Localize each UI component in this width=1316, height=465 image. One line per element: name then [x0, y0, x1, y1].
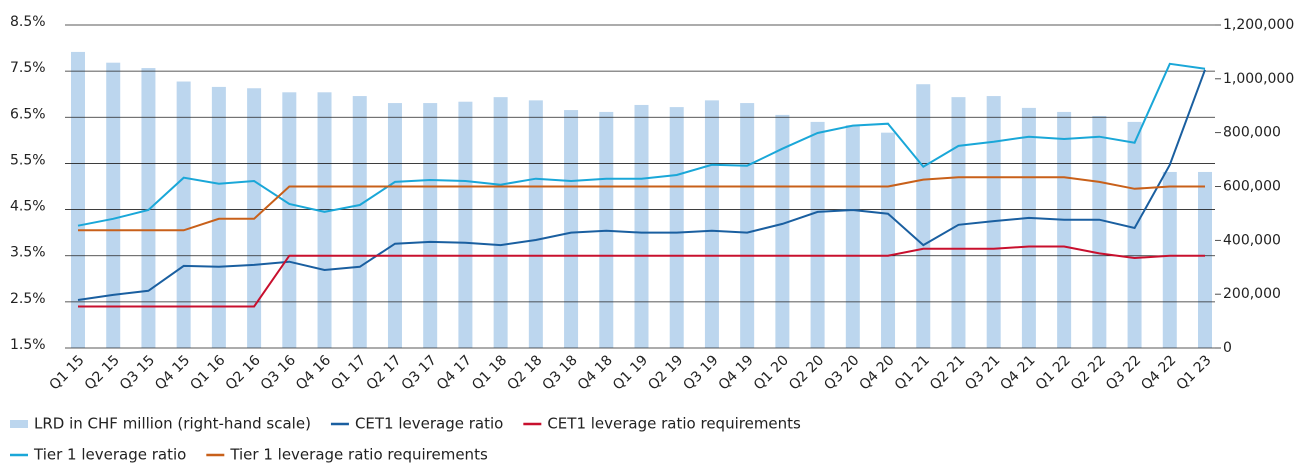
- x-tick-label: Q3 22: [1103, 352, 1144, 393]
- x-tick-label: Q1 19: [610, 352, 651, 393]
- y-tick-label: 6.5%: [10, 106, 46, 122]
- x-tick-label: Q4 21: [997, 352, 1038, 393]
- legend-label: LRD in CHF million (right-hand scale): [34, 415, 311, 433]
- bar: [951, 97, 966, 349]
- bar: [71, 51, 85, 349]
- bar: [387, 103, 402, 348]
- bar: [493, 97, 508, 349]
- x-tick-label: Q2 22: [1068, 352, 1109, 393]
- series-line: [78, 176, 1205, 232]
- bar: [916, 84, 931, 348]
- bar: [317, 92, 332, 349]
- bar: [1127, 121, 1142, 349]
- x-tick-label: Q2 18: [504, 352, 545, 393]
- x-tick-label: Q3 19: [680, 352, 721, 393]
- x-tick-label: Q3 16: [258, 352, 299, 393]
- bar: [740, 103, 755, 348]
- x-tick-label: Q2 20: [786, 352, 827, 393]
- series-line: [77, 62, 1206, 227]
- bar: [106, 62, 121, 348]
- x-tick-label: Q2 19: [645, 352, 686, 393]
- bar: [775, 114, 790, 348]
- x-tick-label: Q1 16: [187, 352, 228, 393]
- bar: [176, 81, 191, 349]
- series-line: [78, 245, 1205, 308]
- x-tick-label: Q4 22: [1138, 352, 1179, 393]
- bar: [458, 101, 473, 349]
- x-tick-label: Q4 16: [293, 352, 334, 393]
- bar: [1162, 171, 1177, 348]
- bar: [634, 104, 649, 348]
- y2-tick-label: 1,200,000: [1223, 17, 1294, 33]
- y-tick-label: 7.5%: [10, 60, 46, 76]
- y2-tick-label: 200,000: [1223, 286, 1281, 302]
- x-tick-label: Q1 20: [751, 352, 792, 393]
- x-tick-label: Q1 15: [47, 352, 88, 393]
- y2-tick-label: 1,000,000: [1223, 71, 1294, 87]
- bar: [669, 107, 684, 349]
- x-tick-label: Q3 20: [821, 352, 862, 393]
- x-tick-label: Q3 21: [962, 352, 1003, 393]
- bar: [845, 125, 860, 348]
- bar: [282, 92, 297, 349]
- bar: [211, 86, 226, 349]
- bar: [1198, 171, 1212, 348]
- legend-label: CET1 leverage ratio requirements: [547, 415, 801, 433]
- x-tick-label: Q4 15: [152, 352, 193, 393]
- y-tick-label: 2.5%: [10, 291, 46, 307]
- bar: [141, 68, 156, 349]
- x-tick-label: Q2 17: [363, 352, 404, 393]
- x-tick-label: Q1 18: [469, 352, 510, 393]
- legend-label: Tier 1 leverage ratio: [33, 446, 186, 464]
- x-tick-label: Q1 22: [1033, 352, 1074, 393]
- x-tick-label: Q4 18: [575, 352, 616, 393]
- series-line: [77, 69, 1206, 301]
- x-tick-label: Q3 15: [117, 352, 158, 393]
- x-tick-label: Q2 15: [82, 352, 123, 393]
- y-tick-label: 8.5%: [10, 14, 46, 30]
- x-tick-label: Q4 17: [434, 352, 475, 393]
- y-tick-label: 4.5%: [10, 199, 46, 215]
- x-tick-label: Q3 18: [540, 352, 581, 393]
- y2-tick-label: 0: [1223, 340, 1232, 356]
- bar: [352, 96, 367, 348]
- x-tick-label: Q1 23: [1174, 352, 1215, 393]
- lines: [77, 62, 1206, 308]
- bar: [564, 110, 579, 348]
- bars: [71, 51, 1212, 349]
- legend: LRD in CHF million (right-hand scale) CET…: [10, 415, 801, 464]
- bar: [704, 100, 719, 348]
- x-tick-label: Q4 20: [857, 352, 898, 393]
- bar: [1057, 111, 1072, 349]
- y2-tick-label: 400,000: [1223, 232, 1281, 248]
- y-tick-label: 3.5%: [10, 245, 46, 261]
- x-tick-label: Q2 21: [927, 352, 968, 393]
- x-tick-label: Q3 17: [399, 352, 440, 393]
- y-tick-label: 5.5%: [10, 152, 46, 168]
- bar: [528, 100, 543, 348]
- x-tick-label: Q4 19: [716, 352, 757, 393]
- legend-swatch: [10, 420, 28, 428]
- bar: [423, 103, 438, 348]
- legend-label: Tier 1 leverage ratio requirements: [229, 446, 488, 464]
- y2-tick-label: 800,000: [1223, 125, 1281, 141]
- bar: [810, 121, 825, 349]
- x-tick-label: Q2 16: [223, 352, 264, 393]
- bar: [1092, 115, 1107, 348]
- bar: [881, 132, 896, 348]
- y-tick-label: 1.5%: [10, 337, 46, 353]
- x-tick-label: Q1 21: [892, 352, 933, 393]
- bar: [1021, 107, 1036, 348]
- y2-tick-label: 600,000: [1223, 179, 1281, 195]
- x-tick-label: Q1 17: [328, 352, 369, 393]
- legend-label: CET1 leverage ratio: [355, 415, 503, 433]
